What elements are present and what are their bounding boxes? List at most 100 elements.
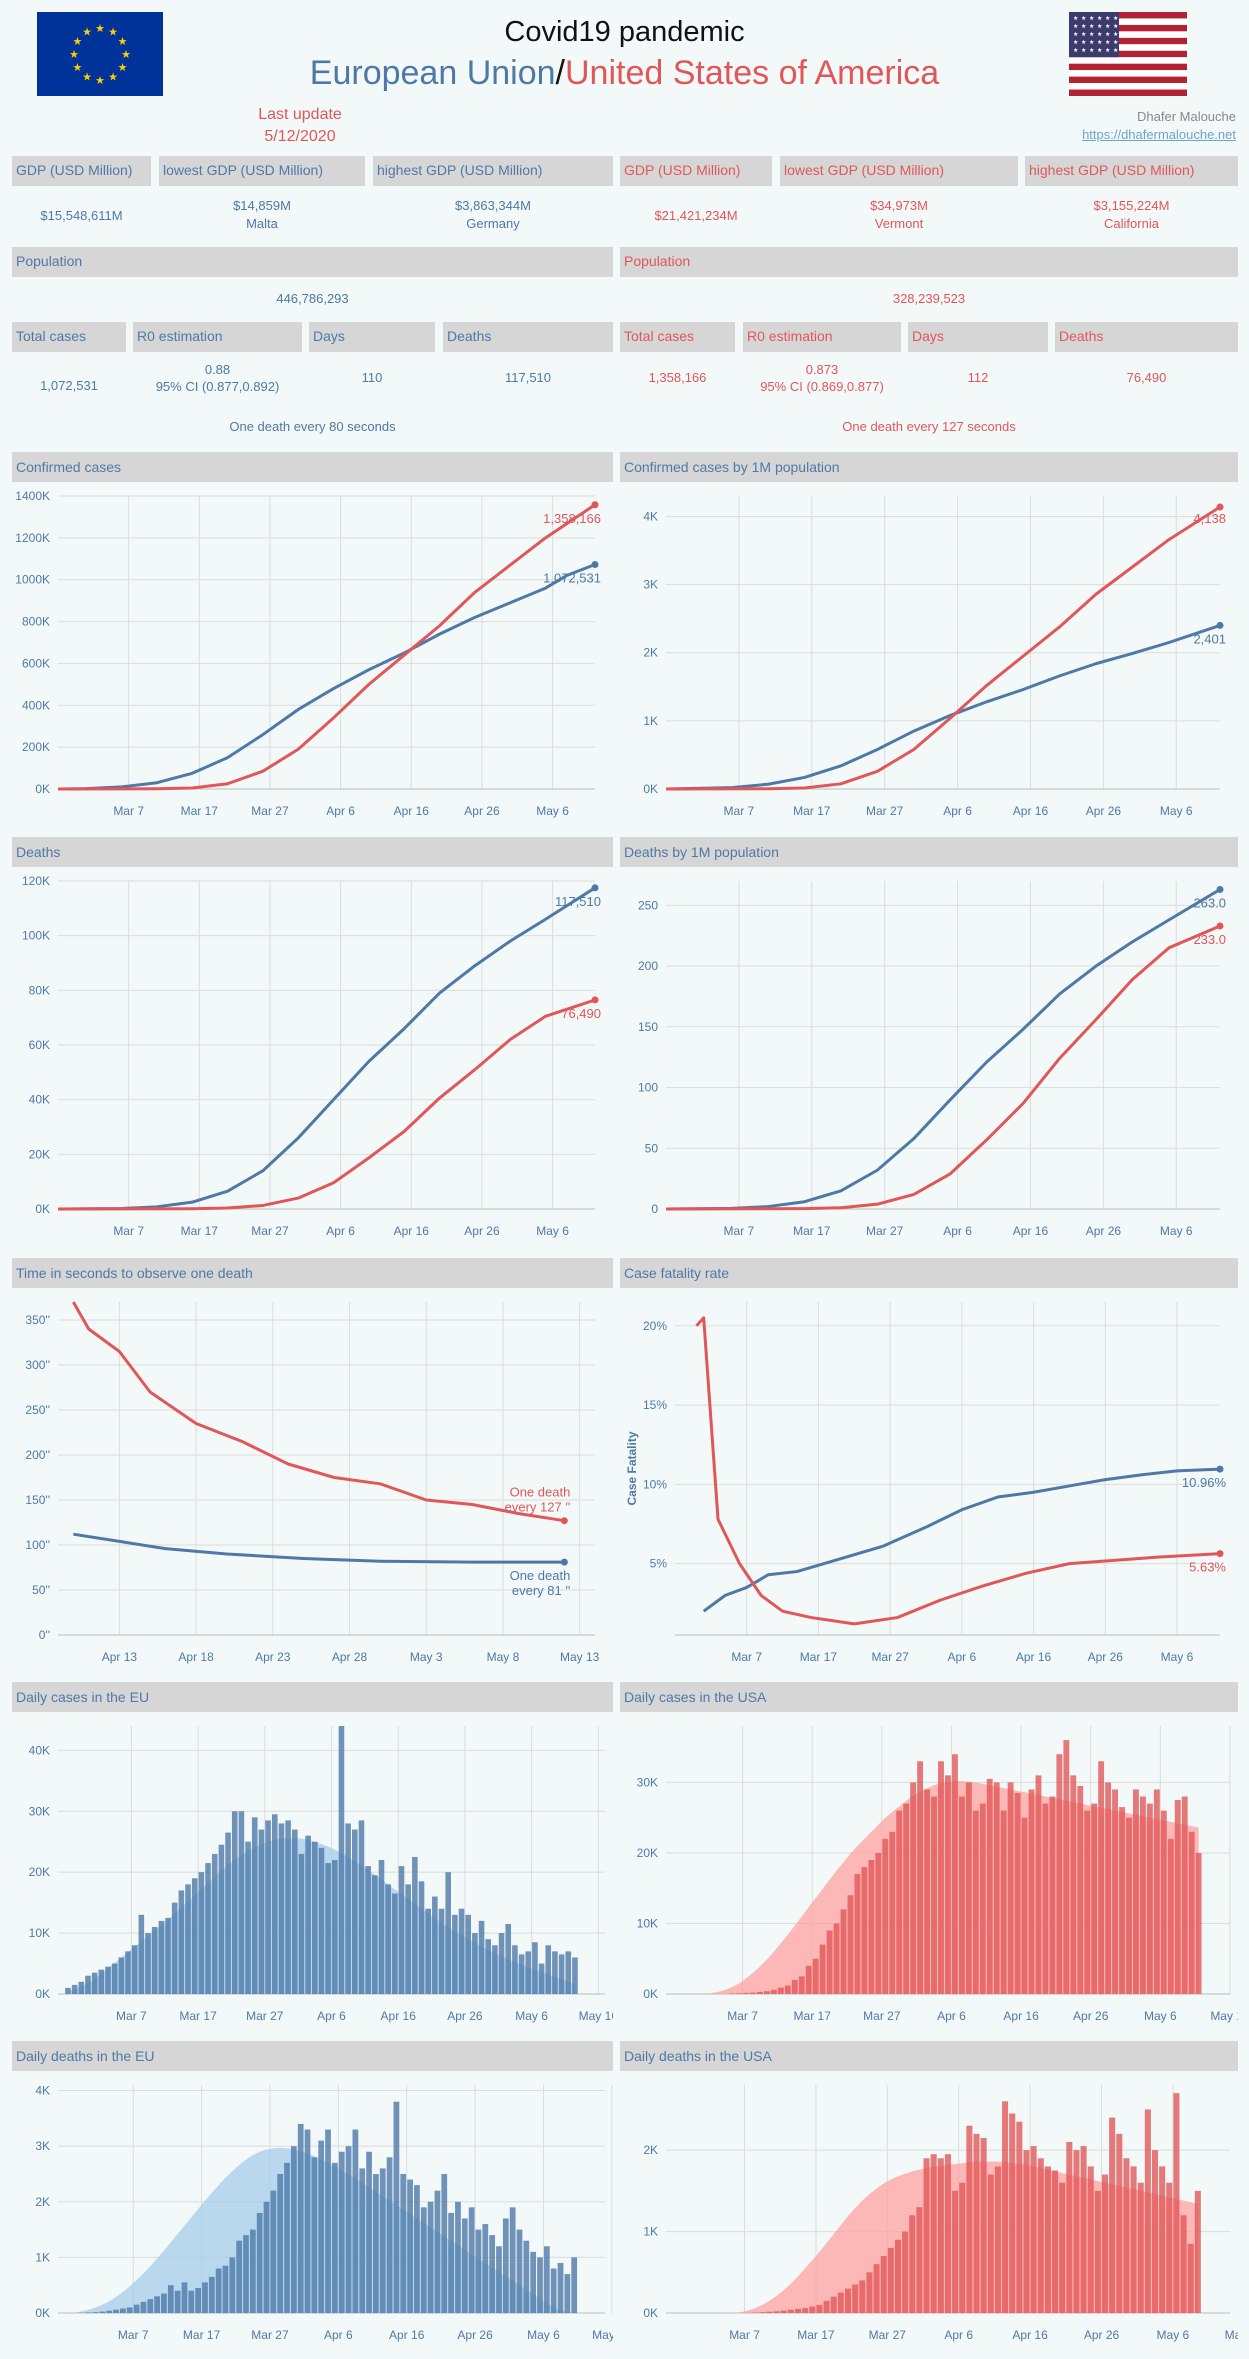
daily-bar (218, 1844, 225, 1994)
daily-bar (318, 1847, 325, 1994)
daily-bar (238, 1811, 245, 1994)
chart-daily-deaths-us: Mar 7 Mar 17 Mar 27 Apr 6 Apr 16 Apr 26 May 6 M… (643, 2085, 1238, 2342)
daily-bar (400, 2173, 407, 2313)
us-flag-star: ★ (1113, 15, 1118, 22)
daily-bar (385, 1884, 391, 1994)
daily-bar (211, 1853, 218, 1994)
daily-bar (265, 1820, 271, 1994)
series-us-end-label: 5.63% (1189, 1560, 1226, 1575)
y-tick-label: 150 (638, 1020, 658, 1034)
daily-bar (105, 1966, 111, 1994)
daily-bar (65, 1987, 71, 1994)
daily-bar (1000, 1810, 1007, 1994)
daily-bar (171, 1902, 178, 1994)
y-tick-label: 60K (29, 1038, 50, 1052)
daily-bar (1188, 1831, 1195, 1994)
chart-time-per-death: Apr 13 Apr 18 Apr 23 Apr 28 May 3 May 8 May 13… (25, 1301, 600, 1664)
y-tick-label: 0K (643, 2306, 658, 2320)
series-eu-endpoint (1216, 621, 1224, 629)
eu-r0-ci: 95% CI (0.877,0.892) (155, 379, 280, 394)
us-flag-star: ★ (1073, 15, 1078, 22)
daily-bar (441, 2173, 448, 2313)
x-tick-label: Apr 6 (944, 2328, 973, 2342)
daily-bar (795, 2308, 802, 2313)
daily-bar (930, 2154, 937, 2313)
daily-bar (489, 2235, 496, 2313)
series-us-endpoint (1216, 922, 1224, 930)
eu-highest-country: Germany (466, 216, 520, 231)
x-tick-label: Apr 16 (1013, 1224, 1049, 1238)
daily-bar (118, 1957, 125, 1994)
daily-bar (736, 1993, 743, 1994)
daily-bar (298, 1853, 305, 1994)
chart-cfr: Mar 7 Mar 17 Mar 27 Apr 6 Apr 16 Apr 26 May 6 5… (625, 1302, 1226, 1664)
daily-bar (195, 2287, 202, 2313)
us-flag-star: ★ (1097, 23, 1102, 30)
us-cases-value: 1,358,166 (648, 370, 707, 385)
daily-bar (1030, 2146, 1037, 2313)
daily-bar (111, 1963, 118, 1994)
us-flag-star: ★ (1113, 39, 1118, 46)
daily-bar (1123, 2158, 1130, 2313)
x-tick-label: Mar 27 (251, 804, 289, 818)
series-us-line (57, 503, 596, 791)
daily-bar (1028, 1789, 1035, 1994)
daily-bar (251, 1817, 258, 1994)
daily-bar (572, 1957, 578, 1994)
x-tick-label: May 16 (579, 2009, 613, 2023)
author-link[interactable]: https://dhafermalouche.net (1082, 127, 1236, 142)
y-tick-label: 1K (35, 2250, 50, 2264)
daily-bar (1035, 1775, 1042, 1994)
x-tick-label: Mar 17 (181, 1224, 219, 1238)
x-tick-label: Apr 6 (324, 2328, 353, 2342)
y-tick-label: 3K (35, 2139, 50, 2153)
series-us-endpoint (1216, 1550, 1224, 1558)
daily-bar (1007, 1782, 1014, 1994)
x-tick-label: Apr 16 (394, 1224, 430, 1238)
us-days-header: Days (908, 322, 1048, 352)
daily-bar (1146, 1803, 1153, 1994)
x-tick-label: Mar 7 (113, 1224, 144, 1238)
daily-bar (993, 1782, 1000, 1994)
y-tick-label: 100K (22, 929, 50, 943)
daily-bar (455, 2201, 461, 2313)
series-eu-line (665, 623, 1221, 791)
us-population-header: Population (620, 247, 1238, 277)
daily-bar (972, 1810, 979, 1994)
x-tick-label: Apr 6 (943, 804, 972, 818)
daily-bar (304, 2129, 311, 2313)
y-tick-label: 80K (29, 983, 50, 997)
eu-lowest-country: Malta (246, 216, 278, 231)
x-tick-label: Mar 7 (724, 1224, 755, 1238)
chart-title-cfr: Case fatality rate (620, 1258, 1238, 1288)
y-tick-label: 350'' (25, 1313, 50, 1327)
series-eu-endpoint (1216, 886, 1224, 894)
daily-bar (965, 1782, 972, 1994)
x-tick-label: Apr 6 (326, 1224, 355, 1238)
us-lowest-state: Vermont (874, 216, 924, 231)
daily-bar (284, 2162, 290, 2313)
y-tick-label: 1K (643, 714, 658, 728)
daily-bar (345, 1823, 351, 1994)
x-tick-label: May 16 (1225, 2328, 1238, 2342)
x-tick-label: Mar 17 (181, 804, 219, 818)
daily-bar (773, 2311, 780, 2313)
daily-bar (1112, 1789, 1119, 1994)
daily-bar (1194, 2190, 1201, 2313)
y-tick-label: 0K (643, 1987, 658, 2001)
x-tick-label: Apr 23 (255, 1650, 291, 1664)
eu-star: ★ (82, 72, 92, 84)
daily-bar (120, 2308, 126, 2313)
daily-bar (1139, 1796, 1146, 1994)
us-flag-stripe (1069, 31, 1187, 38)
x-tick-label: Mar 27 (246, 2009, 284, 2023)
us-flag-star: ★ (1081, 47, 1086, 54)
daily-bar (113, 2309, 119, 2313)
daily-bar (530, 2251, 537, 2313)
daily-bar (951, 1754, 958, 1994)
daily-bar (1167, 1838, 1174, 1994)
daily-bar (1144, 2109, 1151, 2313)
x-tick-label: Mar 27 (251, 1224, 289, 1238)
daily-bar (924, 1789, 931, 1994)
daily-bar (222, 2265, 229, 2313)
